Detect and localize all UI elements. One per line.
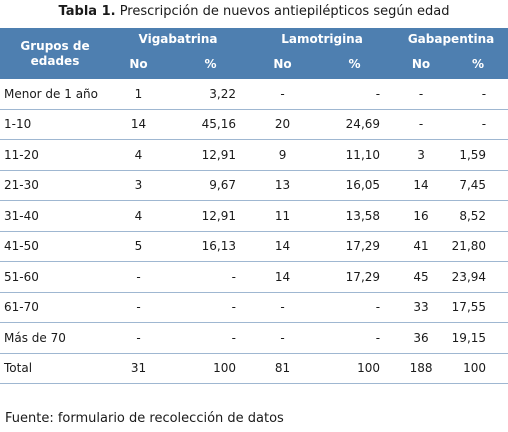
caption-label: Tabla 1.	[58, 4, 116, 19]
data-table: Grupos de edades Vigabatrina Lamotrigina…	[0, 28, 508, 384]
gabapentina-percent-cell: 1,59	[448, 139, 508, 171]
age-group-cell: 51-60	[0, 261, 106, 293]
lamotrigina-count-cell: -	[250, 322, 316, 354]
table-row: 51-60- -14 17,29 45 23,94	[0, 261, 508, 293]
vigabatrina-percent-cell: -	[171, 261, 251, 293]
lamotrigina-percent-cell: 24,69	[315, 109, 395, 140]
subheader-percent: %	[448, 49, 508, 79]
vigabatrina-count-cell: 3	[106, 170, 171, 201]
vigabatrina-percent-cell: 45,16	[171, 109, 251, 140]
column-header-lamotrigina: Lamotrigina	[250, 28, 395, 49]
table-row: 21-30 3 9,67 13 16,05 14 7,45	[0, 170, 508, 201]
subheader-percent: %	[171, 49, 251, 79]
vigabatrina-count-cell: 1	[106, 79, 171, 110]
vigabatrina-percent-cell: 3,22	[171, 79, 251, 110]
lamotrigina-count-cell: 20	[250, 109, 316, 140]
age-group-cell: 31-40	[0, 200, 106, 232]
subheader-no: No	[250, 49, 316, 79]
age-group-cell: 61-70	[0, 292, 106, 323]
gabapentina-percent-cell: -	[448, 79, 508, 110]
column-header-vigabatrina: Vigabatrina	[106, 28, 251, 49]
lamotrigina-count-cell: 9	[250, 139, 316, 171]
lamotrigina-count-cell: 13	[250, 170, 316, 201]
lamotrigina-percent-cell: 17,29	[315, 231, 395, 262]
gabapentina-count-cell: 14	[394, 170, 449, 201]
vigabatrina-count-cell: -	[106, 261, 171, 293]
age-group-cell: 1-10	[0, 109, 106, 140]
table-row: Menor de 1 año 1 3,22- - - -	[0, 79, 508, 110]
vigabatrina-count-cell: 5	[106, 231, 171, 262]
gabapentina-percent-cell: 19,15	[448, 322, 508, 354]
column-header-gabapentina: Gabapentina	[394, 28, 508, 49]
gabapentina-count-cell: 188	[394, 353, 449, 384]
lamotrigina-percent-cell: 17,29	[315, 261, 395, 293]
caption-text: Prescripción de nuevos antiepilépticos s…	[115, 4, 450, 19]
gabapentina-count-cell: 45	[394, 261, 449, 293]
age-group-cell: Más de 70	[0, 322, 106, 354]
subheader-no: No	[394, 49, 449, 79]
table-row: Más de 70- - - -36 19,15	[0, 322, 508, 354]
table-row: 61-70- - - -33 17,55	[0, 292, 508, 323]
age-group-cell: Menor de 1 año	[0, 79, 106, 110]
vigabatrina-count-cell: 14	[106, 109, 171, 140]
subheader-percent: %	[315, 49, 395, 79]
gabapentina-count-cell: 41	[394, 231, 449, 262]
vigabatrina-percent-cell: 100	[171, 353, 251, 384]
lamotrigina-percent-cell: -	[315, 292, 395, 323]
age-group-cell: 21-30	[0, 170, 106, 201]
lamotrigina-count-cell: 81	[250, 353, 316, 384]
lamotrigina-percent-cell: 11,10	[315, 139, 395, 171]
lamotrigina-count-cell: 11	[250, 200, 316, 232]
lamotrigina-count-cell: 14	[250, 261, 316, 293]
gabapentina-count-cell: 36	[394, 322, 449, 354]
vigabatrina-count-cell: 4	[106, 139, 171, 171]
vigabatrina-percent-cell: 12,91	[171, 139, 251, 171]
gabapentina-percent-cell: 23,94	[448, 261, 508, 293]
vigabatrina-count-cell: 4	[106, 200, 171, 232]
vigabatrina-percent-cell: 12,91	[171, 200, 251, 232]
lamotrigina-count-cell: 14	[250, 231, 316, 262]
lamotrigina-percent-cell: 100	[315, 353, 395, 384]
vigabatrina-percent-cell: -	[171, 292, 251, 323]
gabapentina-count-cell: 33	[394, 292, 449, 323]
age-group-cell: 41-50	[0, 231, 106, 262]
vigabatrina-percent-cell: 9,67	[171, 170, 251, 201]
lamotrigina-percent-cell: -	[315, 79, 395, 110]
table-row: 11-20 4 12,91 9 11,10 3 1,59	[0, 139, 508, 171]
age-group-cell: Total	[0, 353, 106, 384]
gabapentina-count-cell: -	[394, 79, 449, 110]
total-row: Total 31 100 81 100 188 100	[0, 353, 508, 384]
gabapentina-count-cell: -	[394, 109, 449, 140]
table-row: 41-50 5 16,13 14 17,29 41 21,80	[0, 231, 508, 262]
gabapentina-percent-cell: 17,55	[448, 292, 508, 323]
lamotrigina-percent-cell: -	[315, 322, 395, 354]
table-row: 31-40 4 12,91 11 13,58 16 8,52	[0, 200, 508, 232]
lamotrigina-percent-cell: 16,05	[315, 170, 395, 201]
gabapentina-percent-cell: -	[448, 109, 508, 140]
vigabatrina-count-cell: -	[106, 322, 171, 354]
vigabatrina-count-cell: 31	[106, 353, 171, 384]
table-caption: Tabla 1. Prescripción de nuevos antiepil…	[0, 3, 508, 21]
gabapentina-count-cell: 3	[394, 139, 449, 171]
lamotrigina-count-cell: -	[250, 292, 316, 323]
gabapentina-count-cell: 16	[394, 200, 449, 232]
table-header: Grupos de edades Vigabatrina Lamotrigina…	[0, 28, 508, 79]
gabapentina-percent-cell: 21,80	[448, 231, 508, 262]
source-note: Fuente: formulario de recolección de dat…	[5, 411, 284, 426]
table-body: Menor de 1 año 1 3,22- - - -1-10 14 45,16 20 24,6…	[0, 79, 508, 384]
gabapentina-percent-cell: 7,45	[448, 170, 508, 201]
age-group-cell: 11-20	[0, 139, 106, 171]
vigabatrina-percent-cell: -	[171, 322, 251, 354]
gabapentina-percent-cell: 100	[448, 353, 508, 384]
vigabatrina-percent-cell: 16,13	[171, 231, 251, 262]
subheader-no: No	[106, 49, 171, 79]
table-row: 1-10 14 45,16 20 24,69- -	[0, 109, 508, 140]
column-header-group: Grupos de edades	[0, 28, 106, 79]
lamotrigina-percent-cell: 13,58	[315, 200, 395, 232]
vigabatrina-count-cell: -	[106, 292, 171, 323]
gabapentina-percent-cell: 8,52	[448, 200, 508, 232]
lamotrigina-count-cell: -	[250, 79, 316, 110]
